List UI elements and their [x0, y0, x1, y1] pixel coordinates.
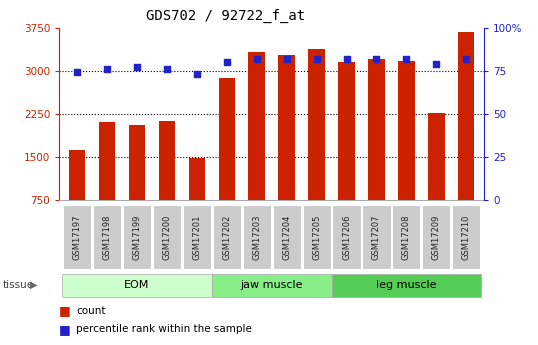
Text: GSM17202: GSM17202 — [222, 215, 231, 260]
Bar — [302, 205, 331, 269]
Text: GSM17199: GSM17199 — [132, 215, 141, 260]
Bar — [273, 205, 301, 269]
Text: GSM17205: GSM17205 — [312, 215, 321, 260]
Bar — [249, 52, 265, 200]
Bar — [159, 121, 175, 200]
Text: GDS702 / 92722_f_at: GDS702 / 92722_f_at — [146, 9, 306, 23]
Text: GSM17203: GSM17203 — [252, 215, 261, 260]
Point — [73, 70, 81, 75]
Bar — [213, 205, 241, 269]
Text: GSM17197: GSM17197 — [73, 215, 82, 260]
Bar — [243, 205, 271, 269]
Text: ■: ■ — [59, 323, 71, 336]
Bar — [218, 78, 235, 200]
Point — [162, 66, 171, 72]
Bar — [183, 205, 211, 269]
Bar — [368, 59, 385, 200]
Bar — [99, 122, 115, 200]
Bar — [428, 113, 444, 200]
Text: tissue: tissue — [3, 280, 34, 289]
Bar — [153, 205, 181, 269]
Bar — [452, 205, 480, 269]
Point — [223, 59, 231, 65]
Point — [103, 66, 111, 72]
Text: GSM17198: GSM17198 — [103, 215, 111, 260]
Text: jaw muscle: jaw muscle — [240, 280, 303, 290]
Text: leg muscle: leg muscle — [376, 280, 437, 290]
Bar — [189, 158, 205, 200]
Text: count: count — [76, 306, 106, 315]
Text: ▶: ▶ — [30, 280, 37, 289]
Bar — [363, 205, 391, 269]
Bar — [331, 274, 481, 297]
Bar — [398, 61, 415, 200]
Point — [372, 56, 381, 61]
Bar — [308, 49, 325, 200]
Text: GSM17206: GSM17206 — [342, 215, 351, 260]
Text: GSM17210: GSM17210 — [462, 215, 471, 260]
Bar — [123, 205, 151, 269]
Point — [133, 65, 141, 70]
Point — [312, 56, 321, 61]
Bar — [93, 205, 121, 269]
Bar — [212, 274, 331, 297]
Bar — [69, 150, 86, 200]
Text: EOM: EOM — [124, 280, 150, 290]
Text: GSM17200: GSM17200 — [162, 215, 172, 260]
Text: percentile rank within the sample: percentile rank within the sample — [76, 325, 252, 334]
Bar — [392, 205, 420, 269]
Text: GSM17208: GSM17208 — [402, 215, 411, 260]
Bar — [458, 32, 475, 200]
Text: ■: ■ — [59, 304, 71, 317]
Bar — [63, 205, 91, 269]
Point — [462, 56, 471, 61]
Bar — [422, 205, 450, 269]
Point — [342, 56, 351, 61]
Text: GSM17201: GSM17201 — [193, 215, 201, 260]
Bar — [332, 205, 360, 269]
Point — [282, 56, 291, 61]
Text: GSM17204: GSM17204 — [282, 215, 291, 260]
Text: GSM17207: GSM17207 — [372, 215, 381, 260]
Point — [193, 71, 201, 77]
Point — [402, 56, 410, 61]
Point — [252, 56, 261, 61]
Bar — [62, 274, 212, 297]
Bar — [279, 55, 295, 200]
Text: GSM17209: GSM17209 — [432, 215, 441, 260]
Point — [432, 61, 441, 67]
Bar — [129, 125, 145, 200]
Bar — [338, 61, 355, 200]
